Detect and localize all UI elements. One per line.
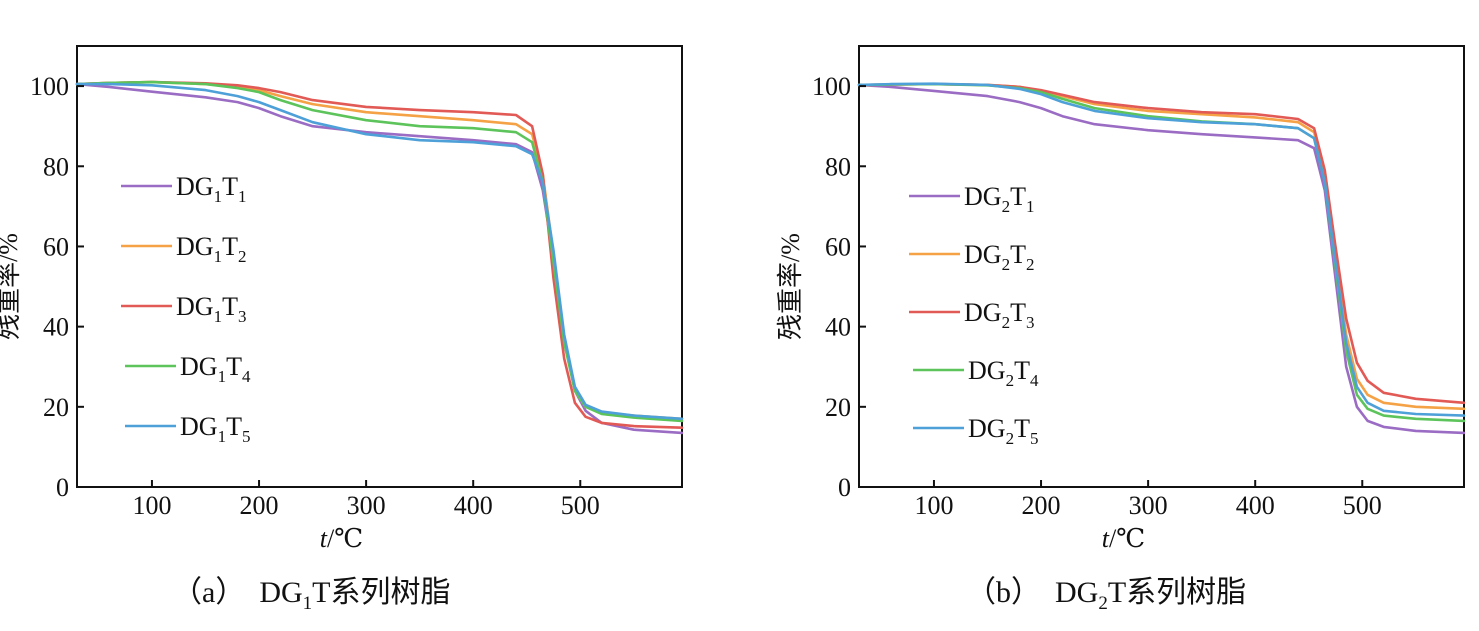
series-line-dg1t4 — [75, 80, 684, 423]
y-tick-label: 80 — [825, 152, 851, 181]
legend-label-dg1t2: DG1T2 — [176, 232, 246, 266]
y-tick-label: 60 — [43, 232, 69, 261]
series-line-dg2t1 — [857, 83, 1466, 435]
chart-panel-a: 100 200 300 400 500 0 20 40 60 80 100 t/℃ 残重率/% DG1T1… — [0, 45, 684, 614]
legend-label-dg1t5: DG1T5 — [180, 412, 250, 446]
x-axis-title: t/℃ — [1102, 524, 1146, 553]
y-tick-label: 0 — [56, 473, 69, 502]
series-line-dg2t2 — [857, 82, 1466, 411]
y-tick-label: 100 — [812, 72, 851, 101]
y-tick-label: 80 — [43, 152, 69, 181]
y-axis-title: 残重率/% — [0, 233, 23, 340]
x-tick-label: 100 — [132, 491, 171, 520]
y-axis-title: 残重率/% — [776, 233, 805, 340]
y-tick-label: 0 — [838, 473, 851, 502]
chart-b-svg: 100 200 300 400 500 0 20 40 60 80 100 t/℃ 残重率/% DG2T1… — [776, 45, 1466, 614]
legend-label-dg2t5: DG2T5 — [968, 414, 1038, 448]
x-tick-label: 100 — [914, 491, 953, 520]
plot-frame-a — [76, 45, 683, 488]
series-line-dg2t5 — [857, 82, 1466, 417]
legend-label-dg1t4: DG1T4 — [180, 352, 251, 386]
x-tick-label: 500 — [561, 491, 600, 520]
series-line-dg1t3 — [75, 80, 684, 429]
legend-label-dg1t3: DG1T3 — [176, 292, 246, 326]
y-tick-label: 60 — [825, 232, 851, 261]
legend-label-dg2t2: DG2T2 — [964, 240, 1034, 274]
legend-label-dg2t1: DG2T1 — [964, 182, 1034, 216]
y-tick-label: 20 — [825, 393, 851, 422]
y-tick-label: 40 — [43, 313, 69, 342]
x-tick-label: 300 — [1129, 491, 1168, 520]
x-tick-label: 400 — [1236, 491, 1275, 520]
figure-caption-b: （b） DG2T系列树脂 — [966, 576, 1246, 614]
series-line-dg1t1 — [75, 82, 684, 435]
series-line-dg1t5 — [75, 82, 684, 421]
y-tick-label: 100 — [30, 72, 69, 101]
figure-caption-a: （a） DG1T系列树脂 — [172, 576, 451, 614]
x-tick-label: 200 — [1022, 491, 1061, 520]
chart-panel-b: 100 200 300 400 500 0 20 40 60 80 100 t/℃ 残重率/% DG2T1… — [740, 0, 1479, 631]
legend-label-dg2t3: DG2T3 — [964, 298, 1034, 332]
y-tick-label: 40 — [825, 313, 851, 342]
chart-a-svg: 100 200 300 400 500 0 20 40 60 80 100 t/℃ 残重率/% DG1T1… — [0, 45, 684, 614]
legend-label-dg1t1: DG1T1 — [176, 172, 246, 206]
x-tick-label: 300 — [347, 491, 386, 520]
x-tick-label: 400 — [454, 491, 493, 520]
plot-frame-b — [858, 45, 1465, 488]
x-axis-title: t/℃ — [320, 524, 364, 553]
y-tick-label: 20 — [43, 393, 69, 422]
legend-label-dg2t4: DG2T4 — [968, 356, 1039, 390]
x-tick-label: 200 — [240, 491, 279, 520]
x-tick-label: 500 — [1343, 491, 1382, 520]
